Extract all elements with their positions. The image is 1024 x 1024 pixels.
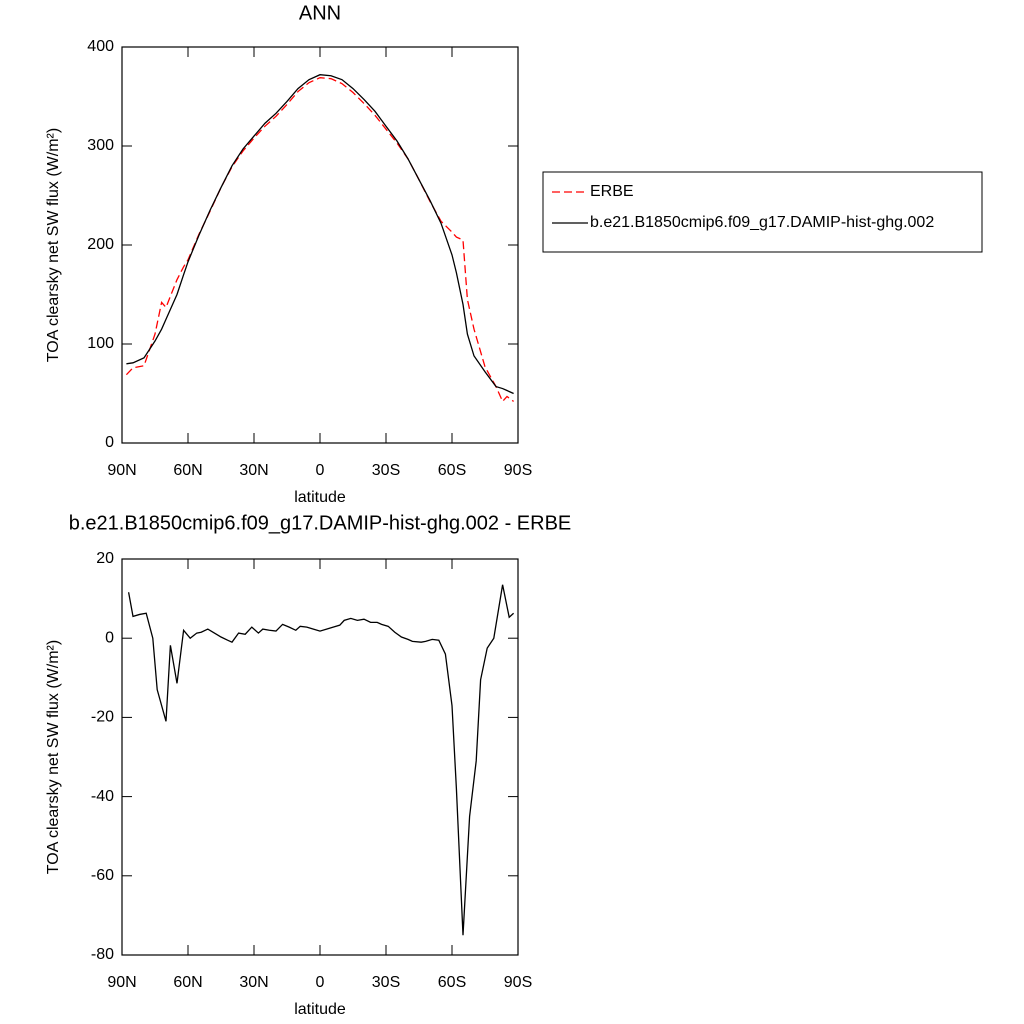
x-tick-label: 30N xyxy=(239,462,268,479)
x-tick-label: 60S xyxy=(438,974,466,991)
x-tick-label: 30N xyxy=(239,974,268,991)
x-tick-label: 0 xyxy=(316,462,325,479)
y-tick-label: 300 xyxy=(87,137,114,154)
x-tick-label: 90N xyxy=(107,462,136,479)
chart-title: ANN xyxy=(299,2,341,24)
y-tick-label: 400 xyxy=(87,38,114,55)
x-tick-label: 30S xyxy=(372,974,400,991)
x-tick-label: 0 xyxy=(316,974,325,991)
x-axis-label: latitude xyxy=(294,1001,346,1018)
data-line xyxy=(126,74,514,395)
legend-label: b.e21.B1850cmip6.f09_g17.DAMIP-hist-ghg.… xyxy=(590,214,934,231)
x-tick-label: 60N xyxy=(173,974,202,991)
y-tick-label: 20 xyxy=(96,550,114,567)
x-tick-label: 90N xyxy=(107,974,136,991)
x-tick-label: 90S xyxy=(504,462,532,479)
y-axis-label: TOA clearsky net SW flux (W/m²) xyxy=(45,640,62,874)
y-tick-label: -40 xyxy=(91,788,114,805)
chart-title: b.e21.B1850cmip6.f09_g17.DAMIP-hist-ghg.… xyxy=(69,512,572,534)
data-line xyxy=(127,584,515,936)
y-tick-label: 0 xyxy=(105,434,114,451)
y-tick-label: 200 xyxy=(87,236,114,253)
x-tick-label: 60S xyxy=(438,462,466,479)
y-tick-label: 0 xyxy=(105,629,114,646)
legend-label: ERBE xyxy=(590,183,634,200)
x-tick-label: 30S xyxy=(372,462,400,479)
data-line xyxy=(125,77,514,403)
plot-frame xyxy=(121,558,519,956)
x-axis-label: latitude xyxy=(294,489,346,506)
legend-box xyxy=(542,171,983,253)
y-tick-label: -80 xyxy=(91,946,114,963)
y-tick-label: -60 xyxy=(91,867,114,884)
y-tick-label: -20 xyxy=(91,709,114,726)
y-axis-label: TOA clearsky net SW flux (W/m²) xyxy=(45,128,62,362)
x-tick-label: 90S xyxy=(504,974,532,991)
plot-frame xyxy=(121,46,519,444)
y-tick-label: 100 xyxy=(87,335,114,352)
x-tick-label: 60N xyxy=(173,462,202,479)
